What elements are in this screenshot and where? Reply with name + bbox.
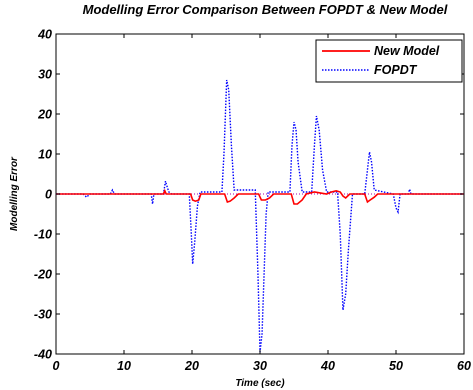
y-tick-label: 10 xyxy=(38,148,52,162)
y-tick-label: -10 xyxy=(34,228,52,242)
legend: New Model FOPDT xyxy=(315,39,463,83)
series-line-fopdt xyxy=(56,79,464,353)
y-tick-label: 40 xyxy=(37,28,52,42)
x-axis-label: Time (sec) xyxy=(235,378,285,389)
legend-label-fopdt: FOPDT xyxy=(374,63,418,77)
y-tick-label: -30 xyxy=(34,308,52,322)
y-tick-label: -40 xyxy=(34,348,52,362)
x-tick-label: 10 xyxy=(117,359,131,373)
plot-layer xyxy=(56,79,464,353)
y-tick-label: 0 xyxy=(45,188,52,202)
y-axis-label: Modelling Error xyxy=(9,156,20,231)
x-tick-label: 50 xyxy=(389,359,403,373)
chart-title: Modelling Error Comparison Between FOPDT… xyxy=(83,2,448,17)
series-line-new-model xyxy=(56,188,464,205)
tick-layer: 0 10 20 30 40 50 60 -40 -30 -20 -10 0 10 20 30 40 xyxy=(34,28,471,374)
x-tick-label: 60 xyxy=(457,359,471,373)
y-tick-label: 30 xyxy=(38,68,52,82)
x-tick-label: 40 xyxy=(320,359,335,373)
legend-label-new-model: New Model xyxy=(374,44,440,58)
y-tick-label: 20 xyxy=(37,108,52,122)
x-tick-label: 20 xyxy=(184,359,199,373)
x-tick-label: 30 xyxy=(253,359,267,373)
x-tick-label: 0 xyxy=(53,359,60,373)
y-tick-label: -20 xyxy=(34,268,52,282)
legend-box xyxy=(315,39,463,83)
